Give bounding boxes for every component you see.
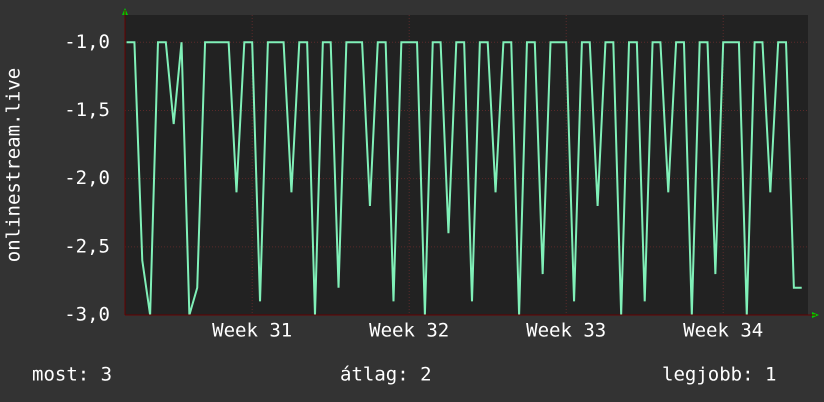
summary-label: legjobb: 1 bbox=[662, 364, 776, 386]
plot-area bbox=[125, 15, 808, 315]
y-tick-label: -2,0 bbox=[64, 167, 110, 189]
y-tick-label: -2,5 bbox=[64, 235, 110, 257]
summary-label: átlag: 2 bbox=[340, 364, 432, 386]
summary-label: most: 3 bbox=[32, 364, 112, 386]
y-tick-label: -3,0 bbox=[64, 304, 110, 326]
x-tick-label: Week 33 bbox=[526, 320, 606, 342]
y-axis-label: onlinestream.live bbox=[3, 68, 25, 262]
x-tick-label: Week 31 bbox=[212, 320, 292, 342]
y-tick-label: -1,0 bbox=[64, 31, 110, 53]
x-tick-label: Week 34 bbox=[683, 320, 763, 342]
data-line bbox=[126, 41, 802, 316]
y-tick-label: -1,5 bbox=[64, 99, 110, 121]
x-tick-label: Week 32 bbox=[369, 320, 449, 342]
